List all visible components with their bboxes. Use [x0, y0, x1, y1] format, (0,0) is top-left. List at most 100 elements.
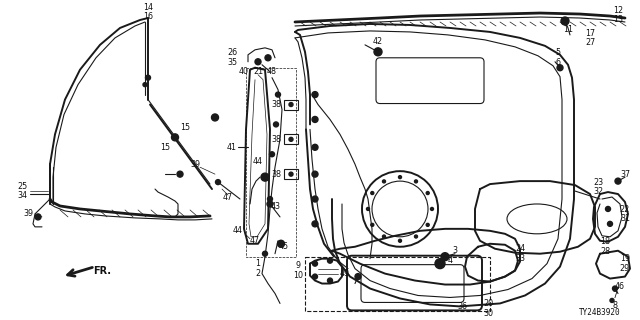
Circle shape: [371, 192, 374, 195]
Text: 15: 15: [160, 143, 170, 152]
Text: 39: 39: [23, 209, 33, 219]
Circle shape: [312, 116, 318, 123]
Text: 24
33: 24 33: [515, 244, 525, 263]
Text: FR.: FR.: [93, 266, 111, 276]
Text: 2: 2: [255, 269, 260, 278]
Circle shape: [610, 299, 614, 302]
Text: 18
28: 18 28: [600, 237, 610, 256]
Text: 47: 47: [223, 193, 233, 202]
Circle shape: [143, 83, 147, 87]
Circle shape: [383, 235, 385, 238]
Circle shape: [289, 137, 293, 141]
Text: 46: 46: [615, 282, 625, 291]
Circle shape: [289, 102, 293, 107]
Circle shape: [605, 206, 611, 212]
Text: 1: 1: [255, 259, 260, 268]
Text: 4: 4: [447, 256, 452, 265]
Text: 20
30: 20 30: [483, 299, 493, 318]
Text: 7
8: 7 8: [612, 291, 618, 310]
Text: 38: 38: [271, 170, 281, 179]
Circle shape: [265, 55, 271, 61]
Circle shape: [278, 240, 285, 247]
Circle shape: [289, 172, 293, 176]
Circle shape: [255, 59, 261, 65]
Text: 41: 41: [227, 143, 237, 152]
Circle shape: [355, 274, 361, 280]
Text: 45: 45: [279, 242, 289, 251]
Circle shape: [177, 171, 183, 177]
Text: 25
34: 25 34: [17, 182, 27, 200]
Text: 22
31: 22 31: [620, 204, 630, 223]
Circle shape: [312, 171, 318, 177]
Circle shape: [312, 196, 318, 202]
Text: 38: 38: [271, 100, 281, 109]
Circle shape: [262, 251, 268, 256]
Text: 19
29: 19 29: [620, 254, 630, 273]
Circle shape: [172, 134, 179, 141]
Circle shape: [612, 286, 618, 291]
Circle shape: [328, 278, 333, 283]
Text: 42: 42: [373, 37, 383, 46]
Circle shape: [312, 144, 318, 150]
Text: 39: 39: [190, 160, 200, 169]
Text: 14
16: 14 16: [143, 3, 153, 21]
Circle shape: [273, 122, 278, 127]
Bar: [284, 100, 298, 109]
Circle shape: [383, 180, 385, 183]
Circle shape: [35, 214, 41, 220]
Text: 17
27: 17 27: [585, 28, 595, 47]
Circle shape: [367, 207, 369, 211]
Bar: [284, 134, 298, 144]
Text: 43: 43: [271, 203, 281, 212]
Text: 40: 40: [239, 67, 249, 76]
Text: 48: 48: [267, 67, 277, 76]
Circle shape: [426, 192, 429, 195]
Bar: [284, 169, 298, 179]
Circle shape: [312, 261, 317, 266]
Circle shape: [415, 235, 417, 238]
Circle shape: [216, 180, 221, 185]
Circle shape: [275, 92, 280, 97]
Text: 11: 11: [563, 26, 573, 35]
Circle shape: [312, 92, 318, 98]
Circle shape: [328, 258, 333, 263]
Bar: [246, 68, 296, 257]
Circle shape: [269, 152, 275, 157]
Text: 44: 44: [253, 157, 263, 166]
Circle shape: [431, 207, 433, 211]
Text: 23
32: 23 32: [593, 178, 603, 196]
Circle shape: [399, 176, 401, 179]
Text: 5
6: 5 6: [556, 48, 561, 67]
Circle shape: [441, 253, 449, 261]
Circle shape: [607, 221, 612, 226]
Circle shape: [211, 114, 218, 121]
Circle shape: [312, 221, 318, 227]
Text: 21: 21: [253, 67, 263, 76]
Text: TY24B3920: TY24B3920: [579, 308, 621, 317]
Circle shape: [312, 274, 317, 279]
Text: 47: 47: [250, 236, 260, 245]
Text: 26
35: 26 35: [227, 48, 237, 67]
Circle shape: [371, 223, 374, 226]
Circle shape: [399, 239, 401, 242]
Text: 36: 36: [457, 302, 467, 311]
Circle shape: [415, 180, 417, 183]
Circle shape: [261, 173, 269, 181]
Text: 3: 3: [452, 246, 458, 255]
Text: 9
10: 9 10: [293, 261, 303, 280]
Circle shape: [426, 223, 429, 226]
Bar: [305, 257, 490, 311]
Circle shape: [145, 75, 150, 80]
Text: 12
13: 12 13: [613, 6, 623, 24]
Circle shape: [268, 196, 273, 202]
Circle shape: [435, 259, 445, 268]
Circle shape: [557, 65, 563, 71]
Text: 49: 49: [340, 269, 350, 278]
Text: 38: 38: [271, 135, 281, 144]
Circle shape: [374, 48, 382, 56]
Circle shape: [267, 201, 273, 207]
Text: 44: 44: [233, 226, 243, 235]
Text: 15: 15: [180, 123, 190, 132]
Text: 37: 37: [620, 170, 630, 179]
Circle shape: [561, 17, 569, 25]
